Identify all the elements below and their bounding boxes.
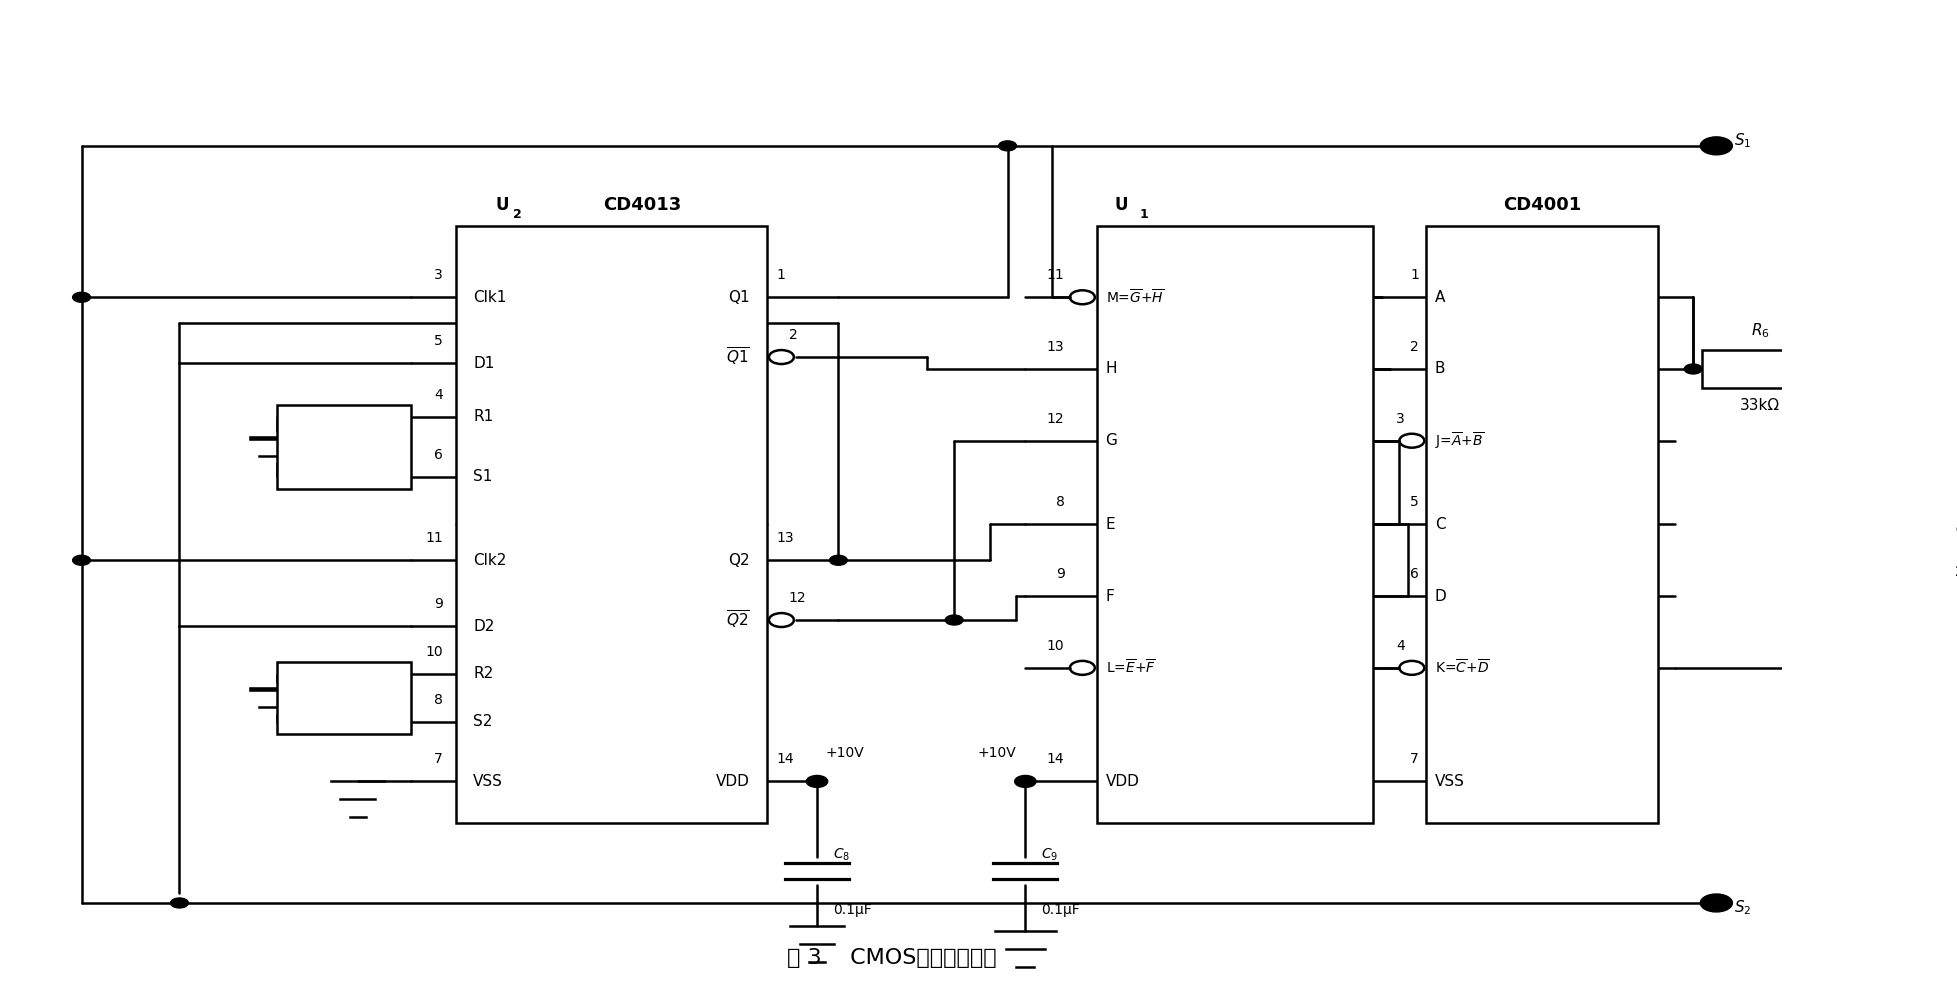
Text: 7: 7 — [434, 752, 442, 766]
Text: $S_2$: $S_2$ — [1734, 899, 1752, 917]
Text: $C_9$: $C_9$ — [1041, 847, 1059, 863]
Text: 8: 8 — [434, 692, 442, 706]
Text: 4: 4 — [434, 388, 442, 402]
Text: 2: 2 — [789, 328, 796, 342]
Text: 8: 8 — [1055, 496, 1065, 509]
Text: Q1: Q1 — [728, 290, 750, 305]
Circle shape — [830, 555, 847, 565]
Circle shape — [1014, 775, 1035, 787]
Text: 1: 1 — [1139, 208, 1149, 221]
Circle shape — [945, 615, 963, 625]
Text: VDD: VDD — [1106, 774, 1139, 789]
Text: 4: 4 — [1395, 639, 1405, 653]
Text: +10V: +10V — [978, 745, 1016, 759]
Text: L=$\overline{E}$+$\overline{F}$: L=$\overline{E}$+$\overline{F}$ — [1106, 658, 1155, 677]
Text: 11: 11 — [1047, 269, 1065, 283]
Text: 3: 3 — [434, 269, 442, 283]
Text: S2: S2 — [474, 714, 493, 729]
Text: $\overline{Q1}$: $\overline{Q1}$ — [726, 346, 750, 368]
Text: 10: 10 — [1047, 639, 1065, 653]
Text: CD4013: CD4013 — [603, 196, 681, 214]
Text: 0.1μF: 0.1μF — [834, 903, 871, 917]
Text: 13: 13 — [1047, 340, 1065, 354]
Text: $R_6$: $R_6$ — [1752, 322, 1769, 340]
Bar — [1096, 226, 1372, 823]
Text: 33kΩ: 33kΩ — [1740, 398, 1781, 413]
Circle shape — [72, 555, 90, 565]
Text: $S_1$: $S_1$ — [1734, 132, 1752, 150]
Text: VSS: VSS — [474, 774, 503, 789]
Text: F: F — [1106, 588, 1114, 603]
Text: 3: 3 — [1395, 412, 1405, 426]
Text: 6: 6 — [434, 448, 442, 462]
Text: 14: 14 — [1047, 752, 1065, 766]
Text: CD4001: CD4001 — [1503, 196, 1581, 214]
Text: 13: 13 — [777, 531, 795, 545]
Text: +10V: +10V — [826, 745, 865, 759]
Text: M=$\overline{G}$+$\overline{H}$: M=$\overline{G}$+$\overline{H}$ — [1106, 288, 1164, 307]
Circle shape — [998, 141, 1016, 151]
Text: R1: R1 — [474, 410, 493, 425]
Circle shape — [1826, 436, 1845, 446]
Text: 200: 200 — [1955, 565, 1957, 579]
Bar — [278, 405, 411, 489]
Text: 2: 2 — [513, 208, 523, 221]
Text: S1: S1 — [474, 470, 493, 485]
Text: D: D — [1434, 588, 1446, 603]
Text: Clk1: Clk1 — [474, 290, 507, 305]
Text: 1: 1 — [1411, 269, 1419, 283]
Text: D2: D2 — [474, 618, 495, 633]
Bar — [456, 226, 767, 823]
Text: D1: D1 — [474, 356, 495, 371]
Text: 10: 10 — [425, 645, 442, 659]
Text: 2: 2 — [1411, 340, 1419, 354]
Circle shape — [806, 775, 828, 787]
Circle shape — [170, 898, 188, 908]
Text: 6: 6 — [1411, 567, 1419, 581]
Text: Q2: Q2 — [728, 552, 750, 567]
Text: $\overline{Q2}$: $\overline{Q2}$ — [726, 609, 750, 631]
Text: $C_8$: $C_8$ — [834, 847, 849, 863]
Text: A: A — [1434, 290, 1446, 305]
Text: 12: 12 — [1047, 412, 1065, 426]
Text: C: C — [1434, 516, 1446, 531]
Text: 14: 14 — [777, 752, 795, 766]
Text: $C_{10}$: $C_{10}$ — [1955, 521, 1957, 537]
Text: 0.1μF: 0.1μF — [1041, 903, 1080, 917]
Text: B: B — [1434, 362, 1446, 377]
Text: 1: 1 — [777, 269, 785, 283]
Text: U: U — [495, 196, 509, 214]
Text: VSS: VSS — [1434, 774, 1466, 789]
Text: 9: 9 — [1055, 567, 1065, 581]
Bar — [1427, 226, 1658, 823]
Circle shape — [1826, 663, 1845, 673]
Text: VDD: VDD — [716, 774, 750, 789]
Text: E: E — [1106, 516, 1115, 531]
Text: 5: 5 — [1411, 496, 1419, 509]
Circle shape — [1685, 364, 1703, 374]
Text: G: G — [1106, 434, 1117, 449]
Text: 7: 7 — [1411, 752, 1419, 766]
Text: 9: 9 — [434, 597, 442, 611]
Text: J=$\overline{A}$+$\overline{B}$: J=$\overline{A}$+$\overline{B}$ — [1434, 431, 1483, 451]
Circle shape — [1701, 894, 1732, 912]
Text: 11: 11 — [425, 531, 442, 545]
Bar — [278, 662, 411, 733]
Text: 5: 5 — [434, 334, 442, 348]
Text: U: U — [1114, 196, 1127, 214]
Text: 图 3    CMOS控制信号电路: 图 3 CMOS控制信号电路 — [787, 948, 996, 968]
Text: Clk2: Clk2 — [474, 552, 507, 567]
Text: H: H — [1106, 362, 1117, 377]
Circle shape — [1701, 137, 1732, 155]
Text: R2: R2 — [474, 666, 493, 681]
Text: K=$\overline{C}$+$\overline{D}$: K=$\overline{C}$+$\overline{D}$ — [1434, 658, 1489, 677]
Circle shape — [72, 293, 90, 303]
Bar — [1703, 350, 1818, 388]
Text: 12: 12 — [789, 591, 806, 605]
